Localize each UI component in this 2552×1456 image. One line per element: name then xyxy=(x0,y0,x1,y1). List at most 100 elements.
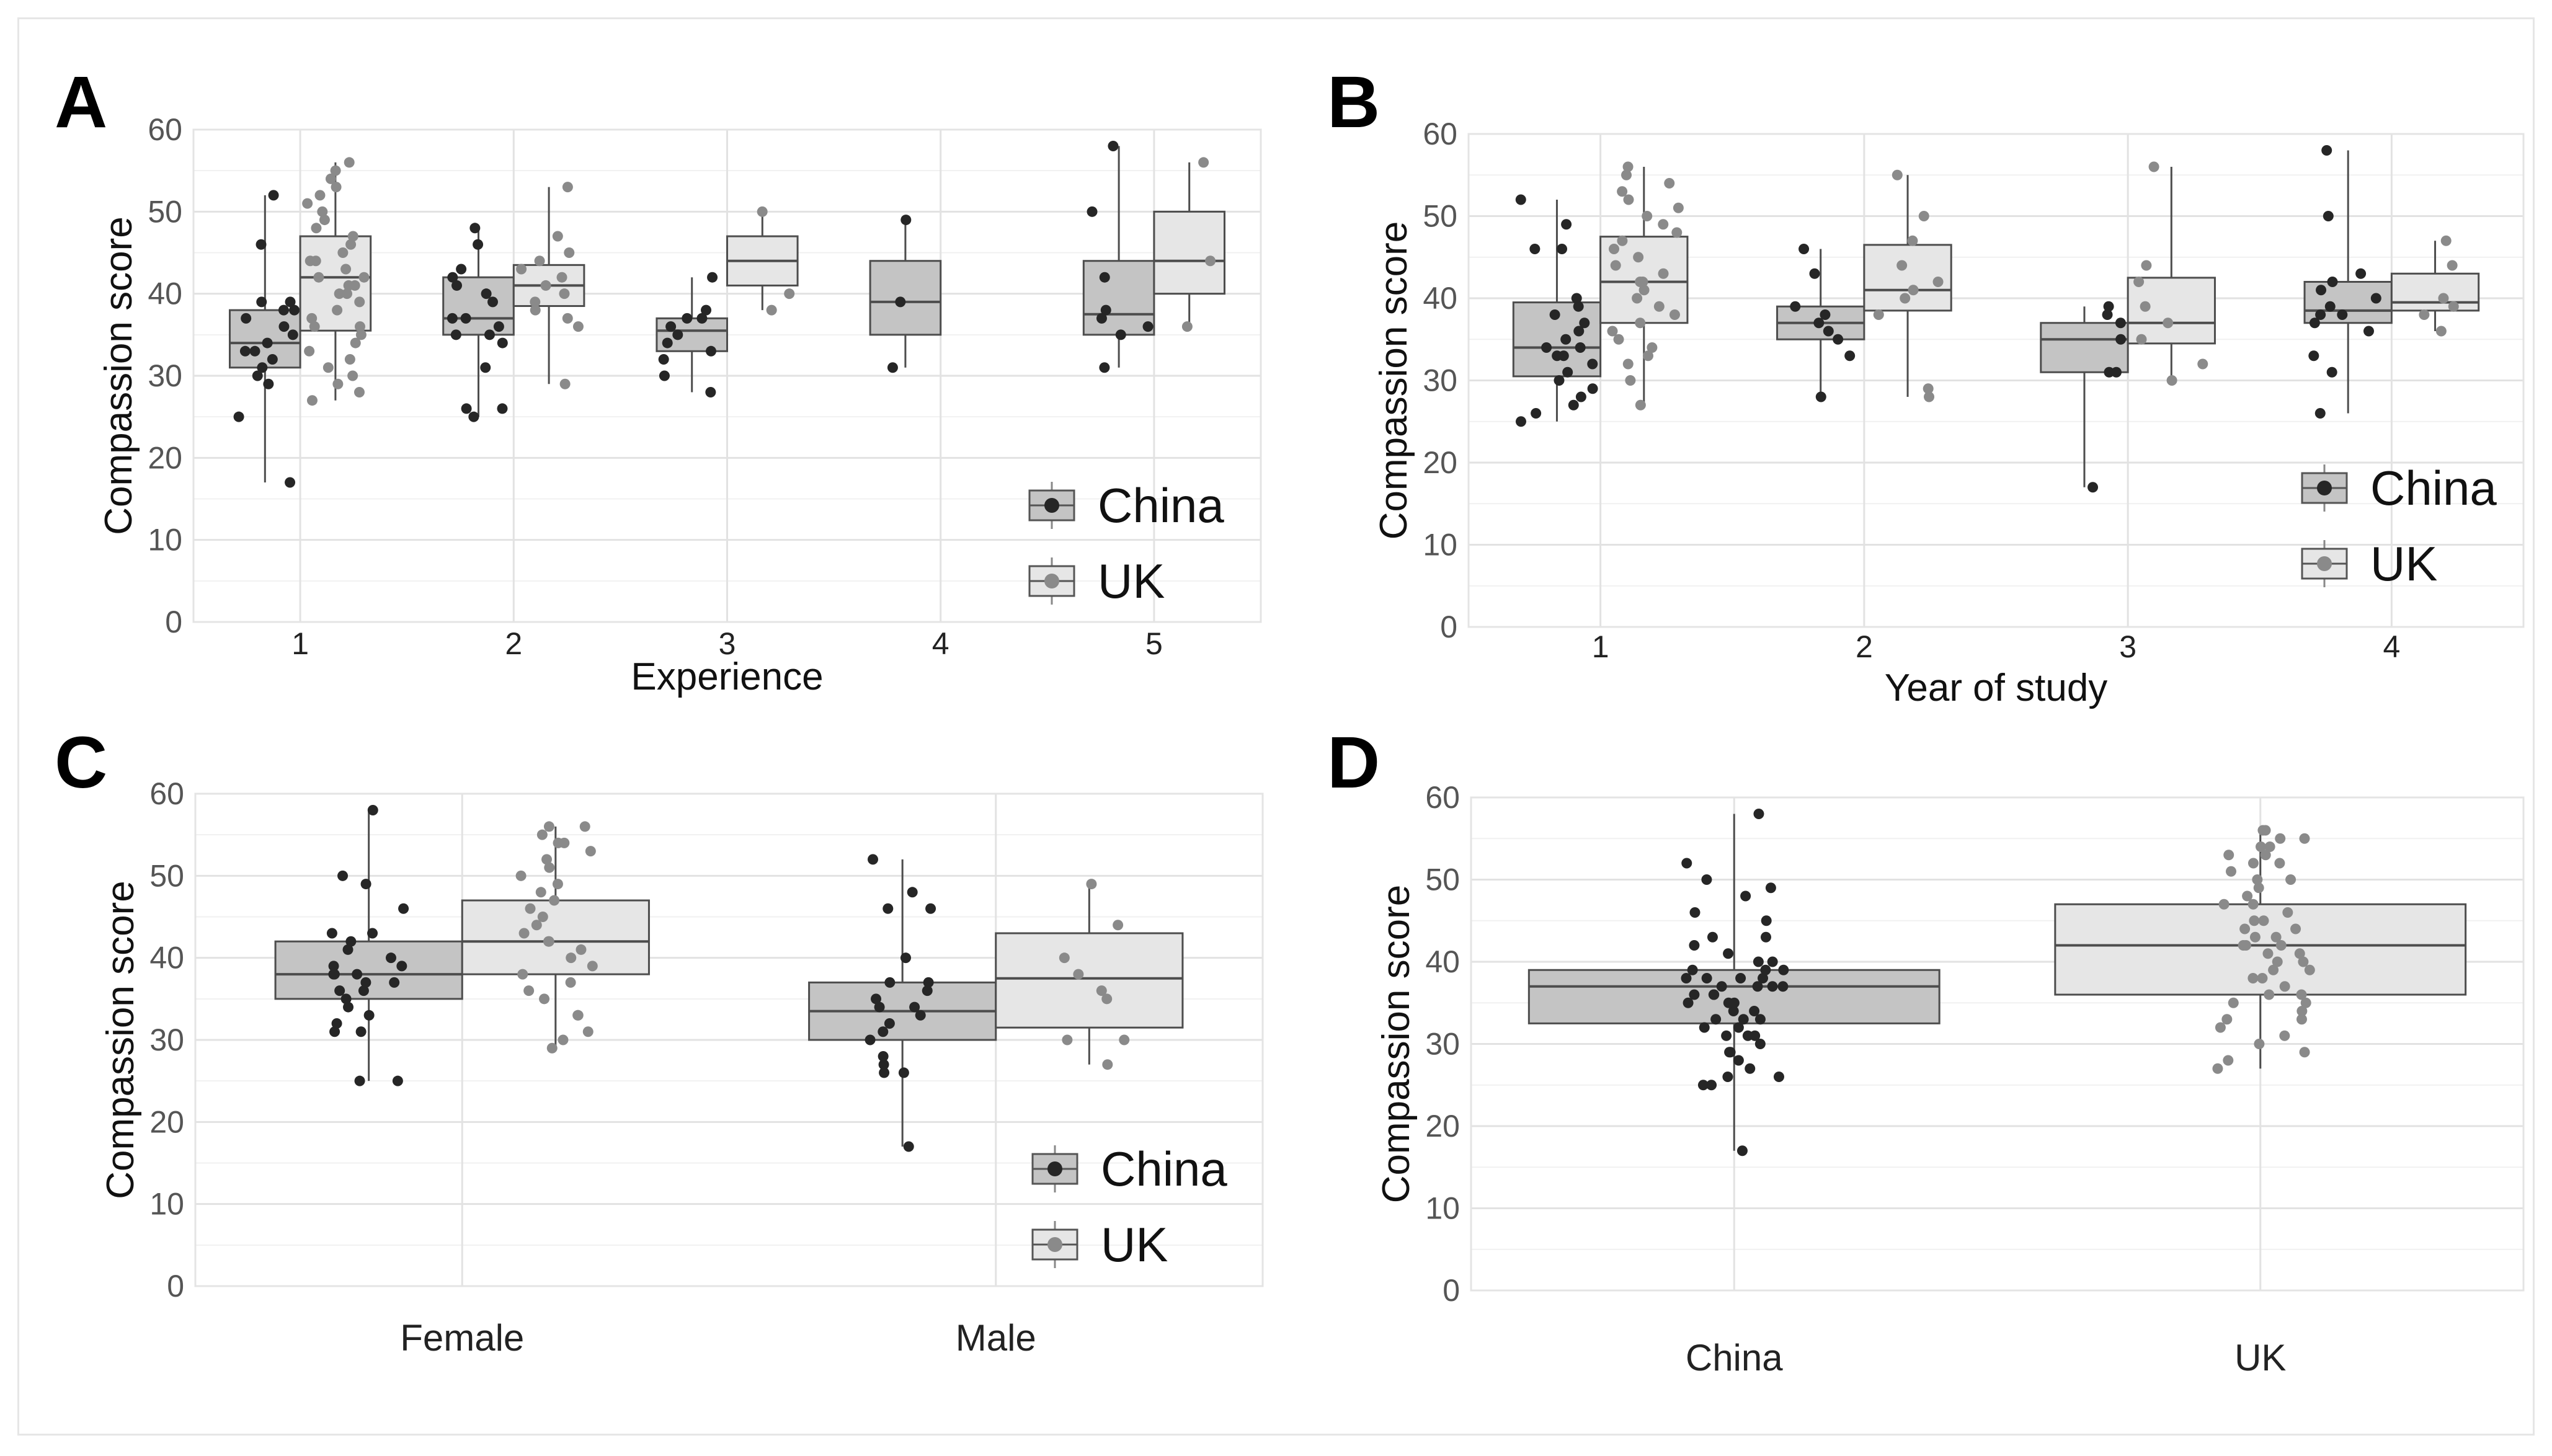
data-point xyxy=(1515,194,1526,205)
data-point xyxy=(1101,993,1113,1005)
box-iqr xyxy=(2390,272,2480,312)
box-china-2 xyxy=(442,223,515,422)
data-point xyxy=(552,879,563,890)
data-point xyxy=(287,329,298,340)
data-point xyxy=(340,264,352,275)
data-point xyxy=(2253,882,2264,894)
data-point xyxy=(895,296,906,308)
data-point xyxy=(497,337,508,348)
data-point xyxy=(539,993,550,1005)
data-point xyxy=(2447,260,2458,271)
data-point xyxy=(552,231,563,242)
data-point xyxy=(1613,334,1624,345)
y-tick-label: 0 xyxy=(1443,1273,1460,1308)
data-point xyxy=(330,165,341,176)
y-tick-label: 60 xyxy=(1423,117,1457,151)
data-point xyxy=(2279,1030,2290,1041)
data-point xyxy=(1671,227,1683,238)
data-point xyxy=(1778,964,1789,975)
box-uk-5 xyxy=(1153,157,1225,332)
y-tick-label: 30 xyxy=(148,358,182,393)
data-point xyxy=(1683,997,1694,1008)
data-point xyxy=(659,370,670,381)
y-tick-label: 10 xyxy=(149,1187,184,1222)
data-point xyxy=(1753,956,1764,967)
data-point xyxy=(2314,408,2326,419)
data-point xyxy=(564,247,575,258)
data-point xyxy=(2327,277,2338,287)
data-point xyxy=(239,345,251,357)
data-point xyxy=(1541,342,1552,353)
data-point xyxy=(572,321,584,332)
data-point xyxy=(535,887,546,898)
data-point xyxy=(1621,169,1632,180)
box-china-1 xyxy=(1512,194,1602,427)
data-point xyxy=(1099,362,1110,373)
data-point xyxy=(2300,997,2311,1008)
data-point xyxy=(1573,301,1584,312)
data-point xyxy=(915,1010,926,1021)
data-point xyxy=(879,1067,890,1078)
data-point xyxy=(2268,964,2279,975)
data-point xyxy=(2282,907,2293,918)
data-point xyxy=(456,264,467,275)
data-point xyxy=(355,1026,367,1037)
data-point xyxy=(2274,858,2285,869)
data-point xyxy=(306,313,318,324)
data-point xyxy=(252,370,263,381)
data-point xyxy=(345,239,357,250)
data-point xyxy=(1664,178,1675,189)
data-point xyxy=(319,215,330,226)
data-point xyxy=(1733,1055,1744,1066)
data-point xyxy=(1710,1014,1722,1025)
data-point xyxy=(487,296,499,308)
x-tick-label: 1 xyxy=(291,626,309,661)
data-point xyxy=(536,829,548,840)
data-point xyxy=(1777,981,1789,992)
data-point xyxy=(358,272,370,283)
data-point xyxy=(447,313,458,324)
data-point xyxy=(2262,948,2274,959)
data-point xyxy=(2296,989,2307,1000)
data-point xyxy=(1923,383,1934,394)
data-point xyxy=(306,395,318,406)
data-point xyxy=(878,1059,889,1070)
data-point xyxy=(1561,219,1572,230)
data-point xyxy=(2221,1014,2233,1025)
data-point xyxy=(1767,956,1778,967)
y-tick-label: 20 xyxy=(1423,445,1457,480)
box-uk-male xyxy=(995,879,1184,1070)
box-china-4 xyxy=(2303,145,2393,419)
box-uk-3 xyxy=(2127,161,2216,386)
data-point xyxy=(559,378,571,389)
data-point xyxy=(305,255,316,267)
data-point xyxy=(1638,285,1650,296)
data-point xyxy=(1622,161,1634,172)
data-point xyxy=(1907,235,1918,246)
legend-key-point xyxy=(1047,1161,1062,1176)
box-china-male xyxy=(808,854,997,1152)
data-point xyxy=(874,1001,885,1013)
legend-label-uk: UK xyxy=(1101,1217,1168,1272)
data-point xyxy=(1622,358,1634,370)
data-point xyxy=(256,239,267,250)
data-point xyxy=(2316,285,2327,296)
data-point xyxy=(2212,1063,2223,1074)
box-uk-2 xyxy=(512,182,585,389)
data-point xyxy=(549,895,560,906)
data-point xyxy=(2260,850,2271,861)
data-point xyxy=(1728,1006,1739,1016)
data-point xyxy=(1647,342,1658,353)
data-point xyxy=(868,854,879,865)
data-point xyxy=(1754,1014,1766,1025)
x-tick-label: 3 xyxy=(2119,629,2136,664)
data-point xyxy=(925,903,936,914)
legend-label-china: China xyxy=(1098,478,1224,533)
data-point xyxy=(556,272,567,283)
y-tick-label: 50 xyxy=(1423,199,1457,234)
y-axis-title: Compassion score xyxy=(97,216,140,535)
y-tick-label: 60 xyxy=(149,776,184,811)
data-point xyxy=(1760,931,1771,943)
data-point xyxy=(2247,858,2259,869)
data-point xyxy=(2296,1014,2307,1025)
